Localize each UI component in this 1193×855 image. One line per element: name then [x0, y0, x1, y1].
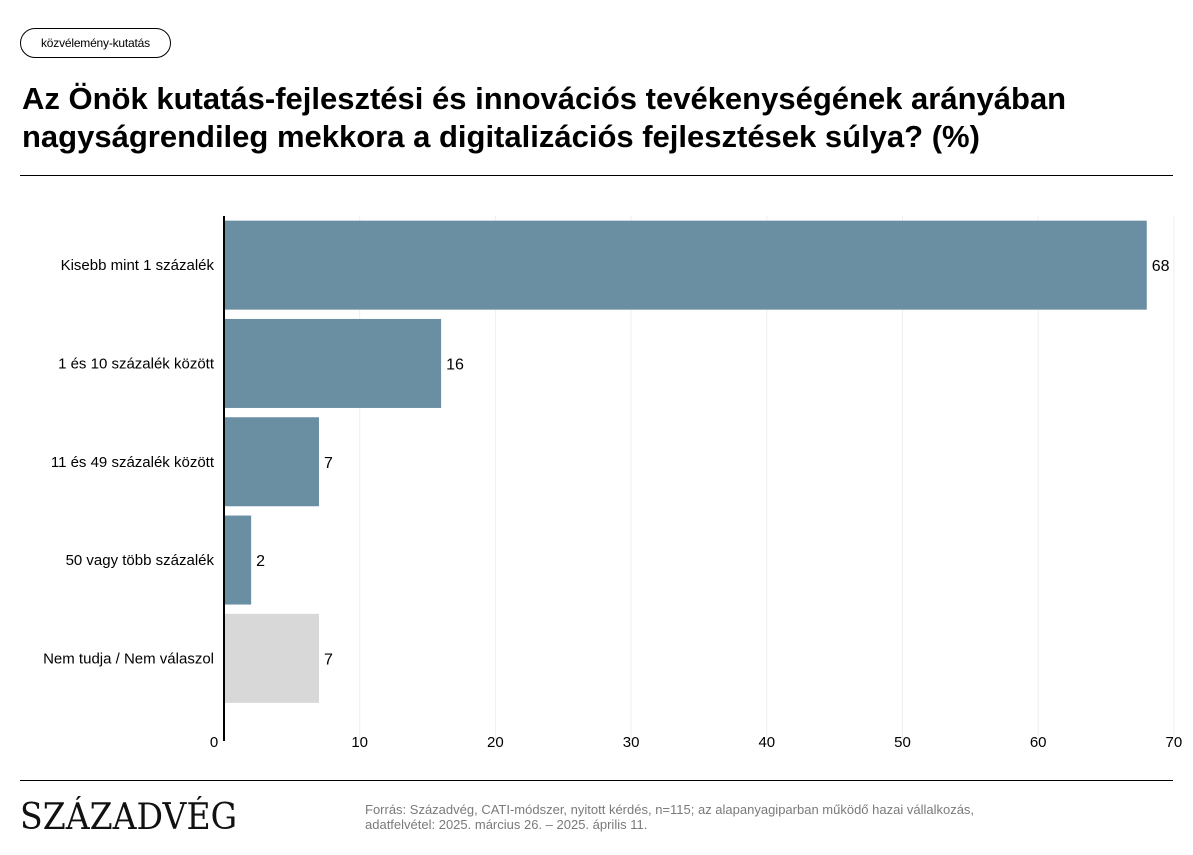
category-label-4: 50 vagy több százalék — [66, 552, 215, 569]
chart-title: Az Önök kutatás-fejlesztési és innováció… — [22, 81, 1067, 154]
footer-divider — [20, 780, 1173, 781]
x-tick-label-60: 60 — [1030, 734, 1047, 751]
bar-3 — [224, 417, 319, 507]
value-label-2: 16 — [446, 356, 464, 373]
bar-1 — [224, 220, 1147, 310]
header-divider — [20, 175, 1173, 176]
category-label-1: Kisebb mint 1 százalék — [61, 257, 215, 274]
x-tick-label-40: 40 — [758, 734, 775, 751]
source-line-1: Forrás: Századvég, CATI-módszer, nyitott… — [365, 802, 975, 817]
x-tick-label-0: 0 — [210, 734, 218, 751]
category-label-3: 11 és 49 százalék között — [51, 454, 215, 471]
value-label-5: 7 — [324, 651, 333, 668]
bar-4 — [224, 515, 252, 605]
category-label-5: Nem tudja / Nem válaszol — [43, 650, 214, 667]
source-line-2: adatfelvétel: 2025. március 26. – 2025. … — [365, 817, 648, 832]
x-tick-label-20: 20 — [487, 734, 504, 751]
source-note: Forrás: Századvég, CATI-módszer, nyitott… — [365, 802, 1065, 832]
value-label-1: 68 — [1152, 258, 1170, 275]
bar-5 — [224, 613, 319, 703]
bar-chart: Kisebb mint 1 százalék 68 1 és 10 százalék… — [43, 216, 1183, 751]
bar-2 — [224, 318, 442, 408]
category-label-2: 1 és 10 százalék között — [58, 355, 215, 372]
x-tick-label-10: 10 — [351, 734, 368, 751]
x-tick-label-30: 30 — [623, 734, 640, 751]
x-tick-label-70: 70 — [1166, 734, 1183, 751]
value-label-3: 7 — [324, 455, 333, 472]
brand-logo: SZÁZADVÉG — [20, 797, 238, 838]
topic-tag: közvélemény-kutatás — [20, 28, 171, 58]
x-tick-label-50: 50 — [894, 734, 911, 751]
value-label-4: 2 — [256, 553, 265, 570]
